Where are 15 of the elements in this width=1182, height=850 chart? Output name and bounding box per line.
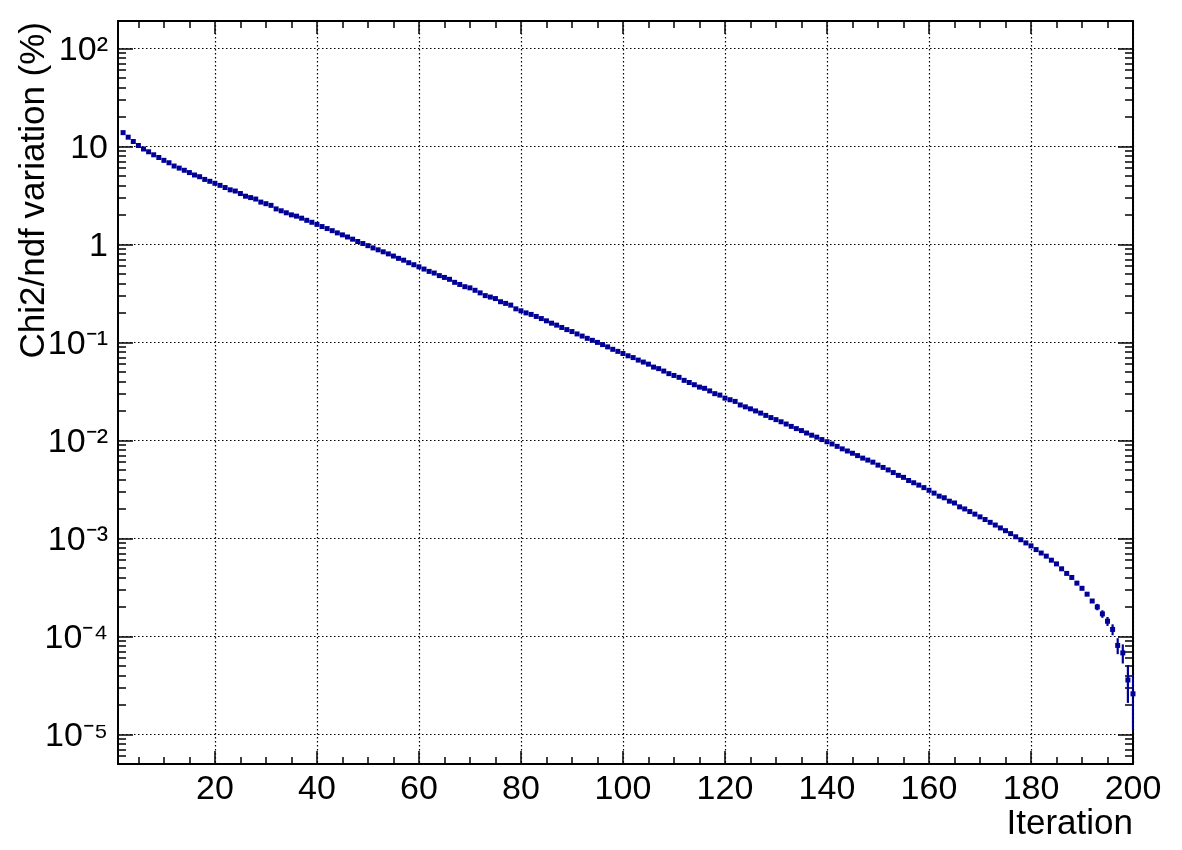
y-tick-label: 1: [89, 225, 108, 264]
y-tick-label: 10⁻⁵: [45, 715, 108, 754]
y-tick-label: 10⁻²: [47, 421, 108, 460]
x-tick-label: 40: [298, 768, 336, 806]
x-tick-label: 20: [196, 768, 234, 806]
x-tick-label: 100: [594, 768, 652, 806]
y-tick-label: 10²: [58, 29, 108, 68]
x-tick-label: 120: [696, 768, 754, 806]
x-tick-label: 140: [798, 768, 856, 806]
y-tick-label: 10: [70, 127, 108, 166]
y-tick-label: 10⁻⁴: [44, 617, 108, 656]
x-tick-label: 80: [502, 768, 540, 806]
x-tick-label: 60: [400, 768, 438, 806]
y-tick-label: 10⁻³: [47, 519, 108, 558]
x-tick-label: 160: [900, 768, 958, 806]
